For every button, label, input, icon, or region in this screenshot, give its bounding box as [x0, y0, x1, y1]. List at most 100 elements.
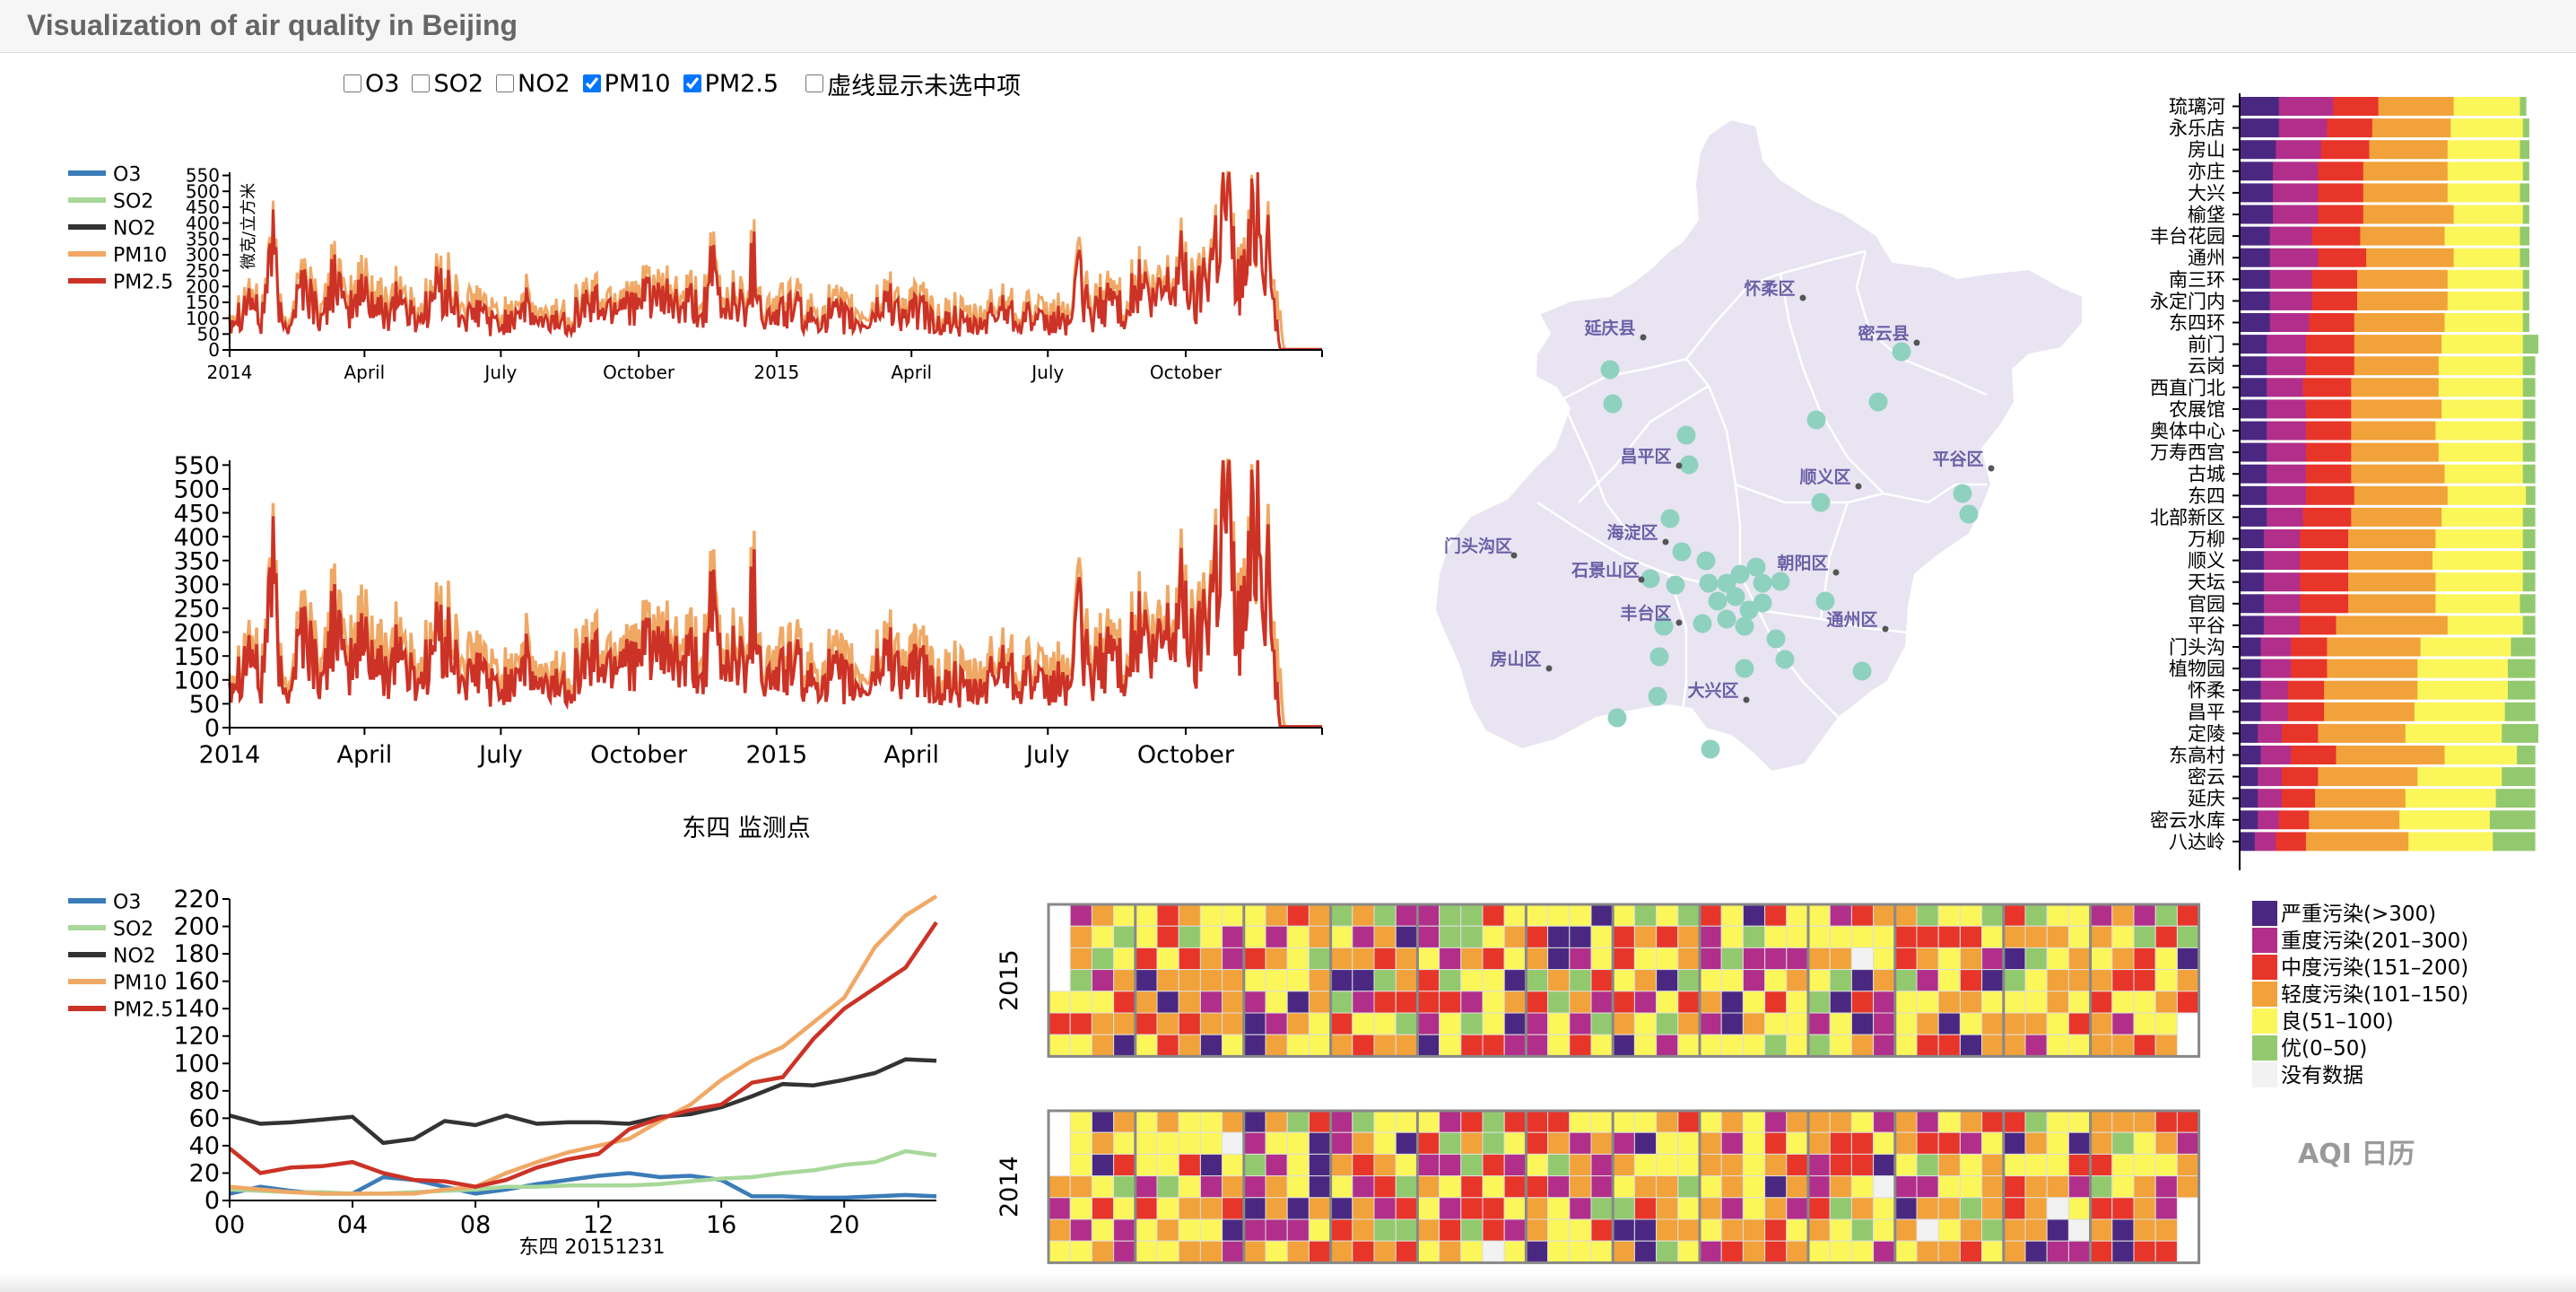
stacked-bar-segment: [2273, 205, 2319, 224]
dashed-checkbox[interactable]: [805, 74, 824, 92]
station-marker[interactable]: [1701, 739, 1720, 759]
calendar-day-cell: [1286, 1153, 1310, 1177]
station-marker[interactable]: [1953, 484, 1972, 503]
no2-checkbox[interactable]: [496, 74, 515, 92]
station-marker[interactable]: [1730, 564, 1750, 584]
station-marker[interactable]: [1771, 572, 1790, 591]
filter-o3[interactable]: O3: [344, 70, 399, 98]
calendar-day-cell: [1222, 1197, 1245, 1220]
calendar-day-cell: [1677, 904, 1701, 927]
calendar-day-cell: [1113, 1110, 1136, 1133]
stacked-bar-segment: [2351, 399, 2442, 419]
stacked-bar-segment: [2441, 507, 2524, 527]
calendar-day-cell: [1048, 1034, 1071, 1057]
station-marker[interactable]: [1726, 587, 1745, 607]
pm10-checkbox[interactable]: [582, 74, 601, 92]
station-marker[interactable]: [1676, 425, 1696, 445]
station-marker[interactable]: [1708, 591, 1727, 611]
station-marker[interactable]: [1815, 591, 1835, 611]
station-marker[interactable]: [1654, 616, 1674, 636]
station-marker[interactable]: [1811, 493, 1831, 512]
stacked-bar-segment: [2254, 832, 2276, 851]
calendar-day-cell: [1439, 1197, 1462, 1220]
station-marker[interactable]: [1892, 342, 1911, 362]
station-marker[interactable]: [1746, 557, 1766, 577]
pm25-checkbox[interactable]: [683, 74, 701, 92]
calendar-day-cell: [1286, 1240, 1310, 1263]
station-marker[interactable]: [1666, 575, 1685, 595]
station-marker[interactable]: [1640, 569, 1660, 589]
filter-pm25[interactable]: PM2.5: [683, 70, 779, 98]
stacked-bar-segment: [2240, 680, 2261, 700]
calendar-day-cell: [1048, 1197, 1071, 1220]
station-marker[interactable]: [1649, 647, 1669, 667]
stacked-bar-segment: [2240, 485, 2267, 505]
station-marker[interactable]: [1603, 394, 1623, 414]
station-marker[interactable]: [1699, 573, 1719, 593]
calendar-day-cell: [1286, 1110, 1310, 1133]
station-marker[interactable]: [1672, 542, 1692, 562]
district-label: 永乐店: [2169, 118, 2225, 139]
legend-label: SO2: [113, 190, 153, 213]
station-marker[interactable]: [1766, 629, 1786, 649]
calendar-day-cell: [2003, 925, 2026, 948]
calendar-day-cell: [1416, 1153, 1440, 1177]
station-marker[interactable]: [1868, 392, 1888, 412]
stacked-bar-segment: [2267, 378, 2303, 397]
page-title: Visualization of air quality in Beijing: [27, 9, 518, 41]
calendar-day-cell: [2133, 1034, 2156, 1057]
filter-pm10[interactable]: PM10: [582, 70, 671, 98]
calendar-day-cell: [1959, 904, 1983, 927]
calendar-day-cell: [1959, 1131, 1983, 1155]
calendar-day-cell: [1265, 1034, 1288, 1057]
detail-chart[interactable]: 2014 April July October 2015 April July October…: [173, 452, 1323, 769]
calendar-day-cell: [1742, 1197, 1766, 1220]
calendar-day-cell: [1959, 925, 1983, 948]
calendar-day-cell: [1222, 1131, 1245, 1155]
calendar-day-cell: [1829, 991, 1852, 1014]
station-marker[interactable]: [1852, 661, 1872, 681]
station-marker[interactable]: [1753, 573, 1772, 593]
station-marker[interactable]: [1735, 616, 1754, 636]
calendar-day-cell: [1720, 1175, 1744, 1199]
calendar-day-cell: [1395, 1240, 1418, 1263]
station-marker[interactable]: [1775, 650, 1795, 669]
y-tick-label: 550: [173, 452, 220, 480]
calendar-day-cell: [1612, 1218, 1635, 1242]
station-marker[interactable]: [1717, 609, 1736, 629]
stacked-bar-segment: [2453, 205, 2524, 224]
station-marker[interactable]: [1648, 686, 1667, 706]
station-marker[interactable]: [1753, 593, 1772, 613]
station-marker[interactable]: [1717, 573, 1736, 593]
filter-dashed[interactable]: 虚线显示未选中项: [805, 66, 1021, 101]
y-tick-label: 0: [205, 715, 220, 743]
y-tick-label: 0: [208, 339, 220, 361]
y-tick-label: 100: [173, 1050, 220, 1078]
filter-o3-label: O3: [365, 69, 400, 98]
calendar-day-cell: [1612, 1197, 1635, 1220]
calendar-day-cell: [1633, 1110, 1658, 1133]
station-marker[interactable]: [1607, 708, 1627, 728]
station-marker[interactable]: [1959, 504, 1979, 524]
district-dot: [1675, 462, 1683, 469]
station-marker[interactable]: [1693, 614, 1712, 633]
stacked-bar-segment: [2273, 183, 2319, 203]
station-marker[interactable]: [1696, 551, 1716, 571]
calendar-day-cell: [1764, 947, 1788, 971]
o3-checkbox[interactable]: [344, 74, 361, 92]
x-tick-label: July: [1030, 362, 1064, 383]
station-marker[interactable]: [1600, 360, 1620, 380]
stacked-bar-segment: [2240, 789, 2258, 808]
station-marker[interactable]: [1806, 410, 1826, 430]
stacked-bar-segment: [2348, 551, 2433, 571]
calendar-day-cell: [2046, 1012, 2069, 1035]
stacked-bar-segment: [2305, 485, 2355, 505]
station-marker[interactable]: [1735, 659, 1754, 678]
so2-checkbox[interactable]: [412, 74, 431, 92]
station-marker[interactable]: [1660, 509, 1680, 528]
filter-so2[interactable]: SO2: [412, 70, 483, 98]
station-marker[interactable]: [1679, 455, 1699, 475]
calendar-day-cell: [1156, 1131, 1179, 1155]
filter-no2[interactable]: NO2: [496, 70, 570, 98]
